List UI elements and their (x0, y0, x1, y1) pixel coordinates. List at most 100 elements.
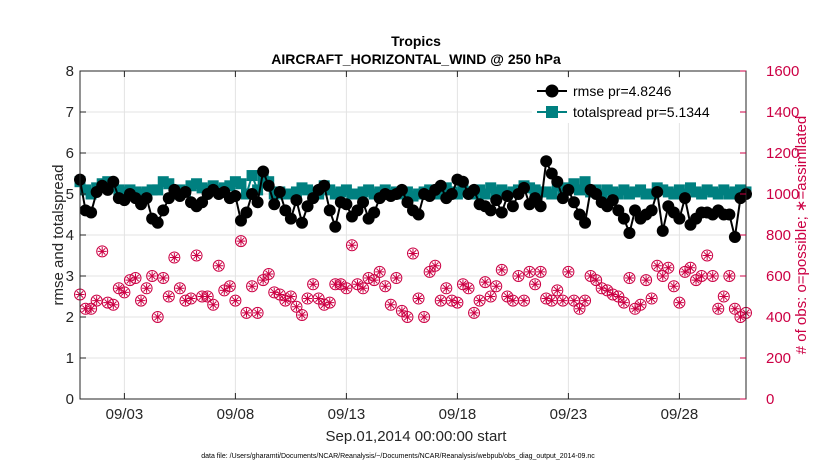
totalspread-point (612, 188, 624, 200)
rmse-point (645, 204, 658, 217)
totalspread-point (673, 184, 685, 196)
obs-assimilated-star (525, 267, 535, 277)
obs-count-point (728, 302, 741, 315)
totalspread-point (285, 188, 297, 200)
y-tick-label: 5 (66, 186, 74, 203)
obs-count-point (246, 280, 259, 293)
y2-axis-ticks: 0 200 400 600 800 1000 1200 1400 1600 (740, 63, 799, 408)
obs-assimilated-star (397, 306, 407, 316)
obs-assimilated-star (264, 269, 274, 279)
obs-count-point (345, 239, 358, 252)
obs-count-point (207, 298, 220, 311)
obs-possible-circle (401, 311, 414, 323)
x-tick-label: 09/13 (328, 406, 366, 423)
obs-assimilated-star (358, 283, 368, 293)
obs-count-point (673, 296, 686, 309)
obs-possible-circle (451, 296, 464, 309)
rmse-point (501, 190, 514, 203)
obs-assimilated-star (508, 296, 518, 306)
obs-assimilated-star (153, 312, 163, 322)
totalspread-point (707, 186, 719, 198)
totalspread-point (712, 188, 724, 200)
rmse-point (268, 198, 281, 211)
obs-assimilated-star (280, 296, 290, 306)
obs-count-point (579, 294, 592, 307)
obs-assimilated-star (391, 273, 401, 283)
totalspread-point (574, 184, 585, 196)
y2-tick-label: 1600 (766, 63, 799, 80)
obs-assimilated-star (402, 312, 412, 322)
obs-count-point (229, 294, 242, 307)
obs-count-point (290, 300, 303, 313)
obs-assimilated-star (236, 236, 246, 246)
y-tick-label: 4 (66, 227, 74, 244)
obs-count-point (368, 274, 381, 287)
totalspread-point (607, 186, 619, 198)
obs-count-point (573, 302, 586, 315)
obs-assimilated-star (669, 281, 679, 291)
obs-assimilated-star (92, 296, 102, 306)
obs-assimilated-star (580, 296, 590, 306)
rmse-point (179, 185, 192, 198)
obs-count-point (701, 249, 714, 262)
obs-count-point (323, 296, 336, 309)
obs-assimilated-star (425, 267, 435, 277)
totalspread-point (368, 188, 380, 200)
obs-possible-circle (579, 294, 592, 307)
y-axis-ticks: 0 1 2 3 4 5 6 7 8 (66, 63, 86, 408)
totalspread-point (568, 178, 580, 190)
obs-possible-circle (518, 294, 530, 307)
obs-assimilated-star (131, 273, 140, 283)
obs-possible-circle (323, 296, 336, 309)
obs-possible-circle (723, 270, 736, 282)
obs-count-point (90, 294, 103, 307)
obs-count-point (151, 311, 164, 323)
obs-assimilated-star (591, 275, 601, 285)
obs-assimilated-star (558, 296, 568, 306)
rmse-point (490, 194, 503, 207)
obs-count-point (695, 270, 708, 282)
obs-count-point (373, 265, 386, 278)
rmse-point (534, 200, 547, 213)
obs-assimilated-star (441, 283, 451, 293)
obs-possible-circle (712, 302, 725, 315)
obs-count-point (479, 276, 492, 289)
obs-possible-circle (634, 298, 647, 311)
totalspread-point (357, 186, 369, 198)
obs-possible-circle (495, 263, 508, 276)
obs-possible-circle (229, 294, 242, 307)
obs-count-point (173, 282, 186, 295)
obs-possible-circle (479, 276, 492, 289)
obs-possible-circle (667, 280, 680, 293)
obs-count-point (251, 306, 264, 319)
obs-count-point (662, 261, 675, 274)
obs-possible-circle (223, 280, 236, 293)
obs-count-point (640, 274, 653, 287)
rmse-point (468, 183, 481, 196)
obs-count-point (523, 265, 536, 278)
obs-count-point (712, 302, 725, 315)
rmse-point (290, 194, 303, 207)
obs-count-point (401, 311, 414, 323)
totalspread-point (329, 188, 341, 200)
obs-assimilated-star (502, 292, 512, 301)
obs-assimilated-star (253, 308, 263, 318)
obs-assimilated-star (97, 246, 107, 256)
totalspread-point (290, 186, 302, 198)
rmse-point (728, 231, 741, 244)
obs-count-point (634, 298, 647, 311)
obs-count-point (301, 292, 314, 305)
totalspread-point (335, 186, 347, 198)
obs-possible-circle (246, 280, 259, 293)
obs-possible-circle (717, 290, 730, 303)
obs-assimilated-star (708, 271, 718, 281)
totalspread-point (685, 182, 696, 194)
legend-spread-label: totalspread pr=5.1344 (573, 104, 710, 120)
obs-count-point (307, 278, 320, 291)
obs-count-point (512, 270, 525, 282)
obs-assimilated-star (297, 310, 307, 320)
rmse-point (506, 200, 519, 213)
obs-count-point (135, 294, 148, 307)
y-axis-label: rmse and totalspread (50, 165, 67, 306)
totalspread-point (662, 186, 674, 198)
